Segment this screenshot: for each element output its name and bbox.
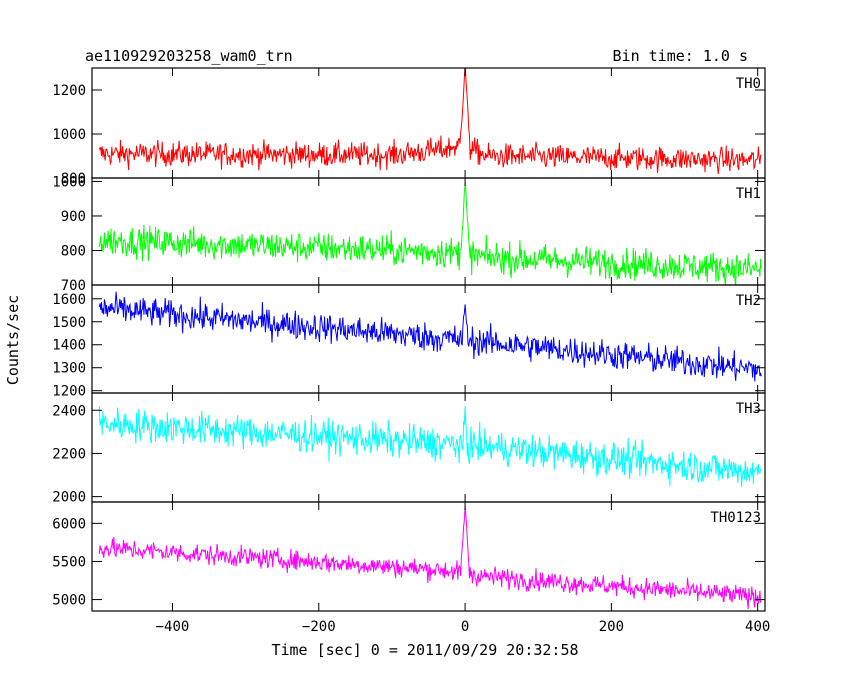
- panel-name-th0123: TH0123: [710, 510, 761, 526]
- series-line-th0123: [98, 506, 762, 610]
- y-tick-label: 1000: [52, 174, 86, 190]
- y-tick-label: 1200: [52, 83, 86, 99]
- y-tick-label: 6000: [52, 516, 86, 532]
- y-tick-label: 700: [61, 278, 86, 294]
- y-tick-label: 1300: [52, 361, 86, 377]
- panel-name-th3: TH3: [736, 401, 761, 417]
- y-tick-label: 1400: [52, 338, 86, 354]
- x-tick-label: −200: [302, 619, 336, 635]
- y-axis-label: Counts/sec: [4, 295, 22, 385]
- series-line-th0: [98, 68, 762, 175]
- panel-frame-th0: [91, 67, 766, 179]
- chart-subtitle: Bin time: 1.0 s: [613, 47, 748, 65]
- y-tick-label: 1200: [52, 384, 86, 400]
- y-tick-label: 900: [61, 209, 86, 225]
- chart-title: ae110929203258_wam0_trn: [85, 47, 293, 65]
- panel-name-th0: TH0: [736, 76, 761, 92]
- x-axis-label: Time [sec] 0 = 2011/09/29 20:32:58: [271, 641, 578, 659]
- y-tick-label: 2400: [52, 403, 86, 419]
- y-tick-label: 1000: [52, 127, 86, 143]
- panel-name-th2: TH2: [736, 293, 761, 309]
- x-tick-label: 200: [599, 619, 624, 635]
- y-tick-label: 1500: [52, 315, 86, 331]
- y-tick-label: 5500: [52, 554, 86, 570]
- y-tick-label: 1600: [52, 292, 86, 308]
- series-line-th3: [98, 405, 762, 487]
- y-tick-label: 2200: [52, 446, 86, 462]
- x-tick-label: 400: [745, 619, 770, 635]
- y-tick-label: 800: [61, 171, 86, 187]
- panel-frame-th0123: [91, 501, 766, 612]
- y-tick-label: 800: [61, 243, 86, 259]
- y-tick-label: 2000: [52, 490, 86, 506]
- series-line-th2: [98, 291, 762, 382]
- panel-name-th1: TH1: [736, 186, 761, 202]
- y-tick-label: 5000: [52, 593, 86, 609]
- x-tick-label: 0: [461, 619, 469, 635]
- x-tick-label: −400: [156, 619, 190, 635]
- series-line-th1: [98, 182, 762, 285]
